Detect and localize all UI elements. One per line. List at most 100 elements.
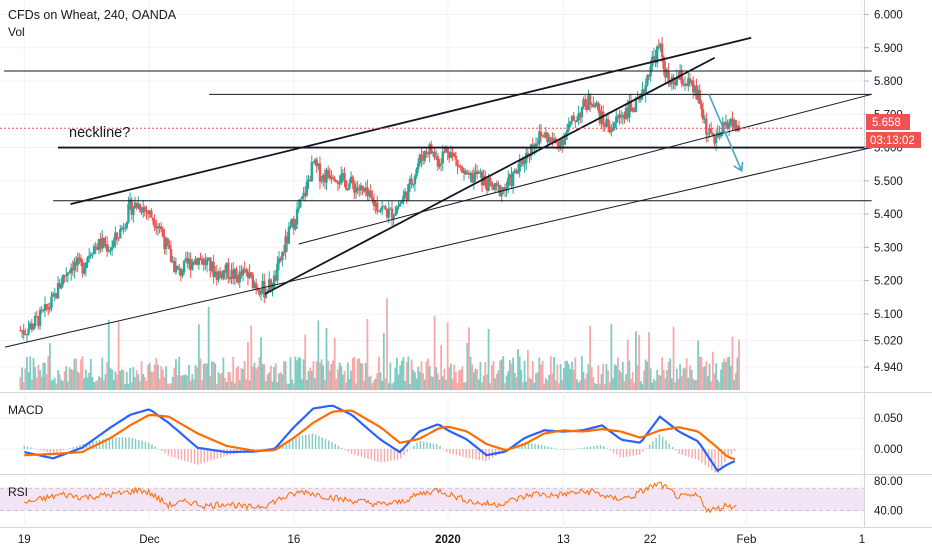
- macd-hist-bar: [295, 436, 297, 449]
- candle-body: [29, 323, 32, 329]
- macd-line: [24, 404, 736, 473]
- macd-tick-label: 0.000: [874, 444, 903, 456]
- candle-body: [554, 138, 557, 142]
- macd-hist-bar: [655, 437, 657, 449]
- volume-bar: [161, 369, 164, 390]
- x-axis: 19 Dec 16 2020 13 22 Feb 1: [18, 534, 865, 546]
- candle-body: [521, 159, 525, 165]
- candle-body: [691, 80, 695, 93]
- candle-body: [117, 237, 120, 239]
- candle-body: [459, 166, 462, 168]
- candle-body: [489, 177, 492, 182]
- volume-bar: [487, 329, 490, 390]
- volume-bar: [50, 380, 53, 390]
- volume-bar: [299, 357, 302, 390]
- volume-bar: [484, 362, 487, 390]
- volume-bar: [250, 325, 253, 390]
- volume-bar: [566, 360, 569, 390]
- volume-bar: [363, 380, 366, 390]
- candle-body: [402, 195, 405, 202]
- volume-bar: [40, 376, 43, 390]
- volume-bar: [448, 367, 451, 390]
- macd-hist-bar: [390, 449, 392, 461]
- candle-body: [384, 206, 387, 210]
- macd-hist-bar: [609, 449, 611, 451]
- candle-body: [570, 115, 574, 122]
- time-tick-label: 22: [644, 534, 657, 546]
- macd-hist-bar: [26, 446, 29, 449]
- candle-body: [55, 293, 58, 299]
- volume-bar: [222, 357, 225, 390]
- volume-bar: [81, 356, 84, 390]
- volume-bar: [697, 340, 700, 390]
- volume-bar: [206, 363, 208, 390]
- macd-hist-bar: [409, 448, 412, 450]
- candle-body: [423, 151, 426, 161]
- volume-bar: [175, 359, 177, 390]
- volume-bar: [294, 356, 297, 390]
- volume-bar: [587, 363, 590, 390]
- volume-bar: [335, 378, 338, 390]
- candle-body: [163, 236, 166, 250]
- candle-body: [236, 275, 240, 283]
- volume-bar: [21, 367, 23, 390]
- volume-bar: [441, 376, 444, 390]
- candle-body: [171, 261, 174, 263]
- candle-body: [377, 210, 381, 212]
- macd-hist-bar: [144, 441, 147, 449]
- volume-bar: [721, 362, 724, 390]
- candle-body: [289, 225, 292, 228]
- volume-bar: [297, 357, 300, 390]
- volume-bar: [338, 362, 341, 390]
- volume-bar: [674, 382, 677, 390]
- candle-body: [114, 232, 117, 241]
- volume-bar: [379, 372, 382, 390]
- volume-bar: [446, 322, 449, 390]
- volume-bar: [355, 383, 357, 390]
- macd-hist-bar: [419, 441, 422, 449]
- candle-body: [290, 218, 294, 226]
- candle-body: [47, 308, 50, 310]
- volume-bar: [320, 359, 323, 390]
- candle-body: [567, 123, 570, 131]
- volume-bar: [530, 378, 533, 390]
- volume-bar: [505, 375, 508, 390]
- macd-hist-bar: [531, 443, 533, 449]
- volume-bar: [486, 374, 488, 390]
- candle-body: [269, 279, 273, 289]
- volume-bar: [510, 363, 513, 390]
- candle-body: [353, 183, 356, 193]
- arrow-head: [733, 161, 744, 173]
- candle-body: [245, 269, 248, 273]
- macd-hist-bar: [157, 448, 160, 450]
- candle-body: [603, 124, 607, 127]
- volume-bar: [680, 375, 683, 390]
- candle-body: [385, 209, 389, 218]
- macd-hist-bar: [364, 449, 366, 458]
- volume-bar: [27, 372, 30, 390]
- candle-body: [703, 118, 706, 120]
- candle-body: [304, 192, 307, 196]
- macd-hist-bar: [210, 449, 212, 461]
- candle-body: [115, 232, 119, 238]
- candle-body: [565, 130, 569, 134]
- macd-hist-bar: [308, 434, 310, 449]
- candle-body: [477, 172, 480, 174]
- price-tick-label: 5.100: [874, 309, 903, 321]
- candle-body: [708, 128, 711, 134]
- candle-body: [575, 119, 579, 122]
- volume-bar: [351, 358, 354, 390]
- volume-bar: [204, 362, 207, 390]
- volume-bar: [463, 382, 465, 390]
- macd-hist-bar: [134, 438, 137, 449]
- macd-hist-bar: [652, 441, 654, 449]
- volume-bar: [248, 380, 251, 390]
- candle-body: [461, 167, 464, 173]
- candle-body: [480, 171, 484, 186]
- candle-body: [281, 252, 284, 261]
- volume-bar: [536, 372, 539, 390]
- volume-bar: [232, 356, 235, 390]
- volume-bar: [595, 383, 598, 390]
- volume-bar: [374, 378, 377, 390]
- candle-body: [728, 123, 731, 129]
